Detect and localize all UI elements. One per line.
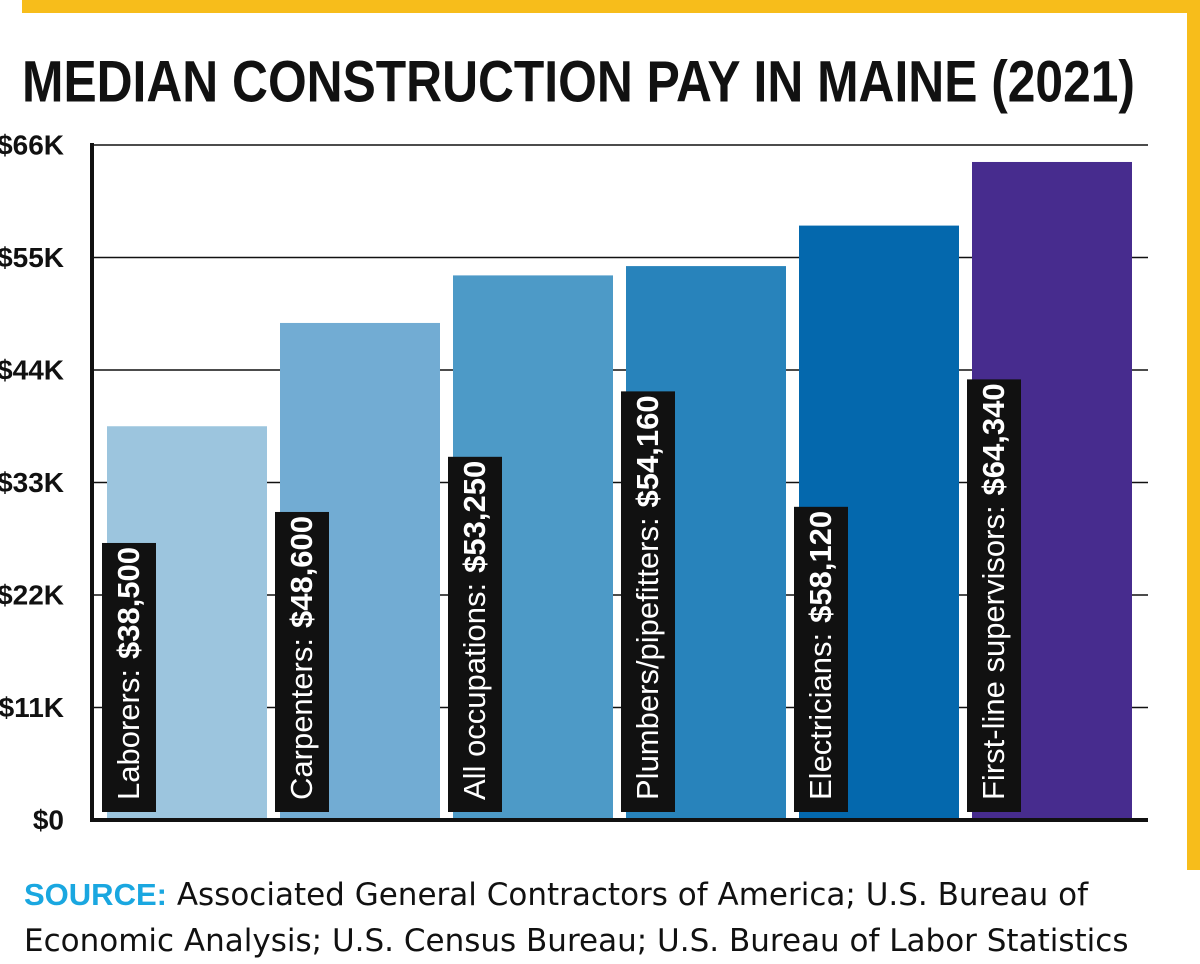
data-label-text: Laborers: $38,500 [111, 547, 146, 800]
frame-right [1187, 0, 1200, 870]
label-box [794, 506, 848, 812]
data-label-text: Carpenters: $48,600 [284, 516, 319, 800]
label-box [102, 542, 156, 812]
y-tick-label: $33K [0, 467, 64, 498]
data-label-text: Plumbers/pipefitters: $54,160 [630, 395, 665, 800]
value-label: $38,500 [111, 547, 146, 659]
data-label: Electricians: $58,120 [794, 506, 848, 812]
category-label: Carpenters: [284, 638, 319, 800]
category-label: First-line supervisors: [976, 505, 1011, 800]
category-label: Plumbers/pipefitters: [630, 517, 665, 800]
value-label: $64,340 [976, 383, 1011, 495]
data-label: First-line supervisors: $64,340 [967, 379, 1021, 812]
value-label: $53,250 [457, 461, 492, 573]
label-box [621, 391, 675, 812]
data-label-text: All occupations: $53,250 [457, 461, 492, 800]
category-label: Electricians: [803, 633, 838, 800]
frame-top [22, 0, 1200, 13]
y-tick-label: $66K [0, 129, 64, 160]
data-label: All occupations: $53,250 [448, 456, 502, 812]
y-tick-label: $0 [33, 804, 64, 835]
value-label: $54,160 [630, 395, 665, 507]
value-label: $48,600 [284, 516, 319, 628]
y-tick-label: $11K [0, 692, 64, 723]
value-label: $58,120 [803, 511, 838, 623]
chart-title: MEDIAN CONSTRUCTION PAY IN MAINE (2021) [22, 49, 1135, 114]
source-label: SOURCE: [24, 877, 167, 912]
source-text: Associated General Contractors of Americ… [24, 877, 1129, 959]
data-label: Carpenters: $48,600 [275, 511, 329, 812]
data-label: Laborers: $38,500 [102, 542, 156, 812]
category-label: Laborers: [111, 669, 146, 800]
y-tick-label: $22K [0, 579, 64, 610]
label-box [275, 511, 329, 812]
label-box [967, 379, 1021, 812]
data-label: Plumbers/pipefitters: $54,160 [621, 391, 675, 812]
data-label-text: First-line supervisors: $64,340 [976, 383, 1011, 800]
source-note: SOURCE: Associated General Contractors o… [24, 872, 1174, 964]
label-box [448, 456, 502, 812]
y-tick-label: $44K [0, 354, 64, 385]
data-label-text: Electricians: $58,120 [803, 511, 838, 800]
y-tick-label: $55K [0, 242, 64, 273]
category-label: All occupations: [457, 583, 492, 800]
